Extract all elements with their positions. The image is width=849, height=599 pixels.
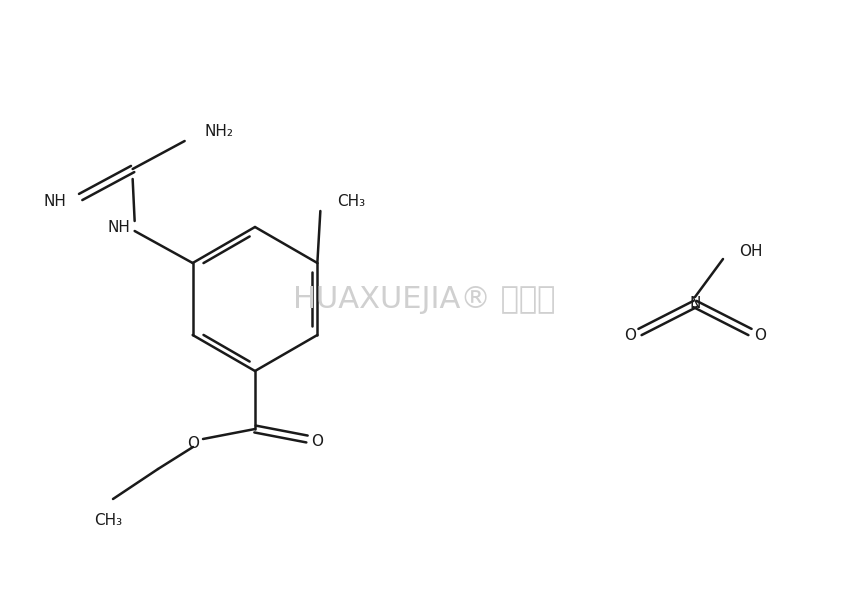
Text: O: O xyxy=(187,435,199,450)
Text: N: N xyxy=(689,297,700,311)
Text: O: O xyxy=(624,328,636,343)
Text: O: O xyxy=(311,434,323,449)
Text: O: O xyxy=(754,328,766,343)
Text: OH: OH xyxy=(739,244,762,259)
Text: NH₂: NH₂ xyxy=(205,123,233,138)
Text: HUAXUEJIA® 化学加: HUAXUEJIA® 化学加 xyxy=(293,286,555,314)
Text: NH: NH xyxy=(107,219,130,234)
Text: NH: NH xyxy=(44,193,66,208)
Text: CH₃: CH₃ xyxy=(337,193,365,208)
Text: CH₃: CH₃ xyxy=(94,513,122,528)
